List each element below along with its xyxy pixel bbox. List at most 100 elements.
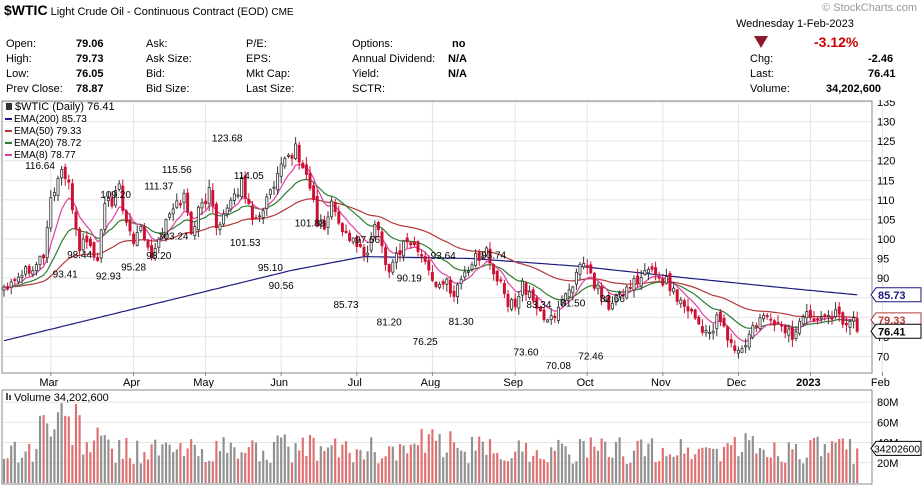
- volume-bar: [643, 456, 646, 483]
- volume-bar: [614, 442, 618, 483]
- volume-bar: [301, 437, 304, 483]
- volume-bar: [438, 434, 441, 483]
- volume-bar: [474, 450, 477, 483]
- candle-body: [384, 247, 388, 266]
- candle-body: [790, 327, 794, 340]
- candle-body: [286, 154, 290, 157]
- volume-bar: [269, 462, 272, 483]
- volume-bar: [236, 458, 240, 483]
- candle-body: [232, 193, 236, 201]
- candle-body: [265, 196, 269, 209]
- open-value: 79.06: [76, 38, 104, 50]
- candle-body: [826, 314, 830, 318]
- volume-bar: [53, 429, 56, 483]
- candle-body: [351, 237, 355, 243]
- volume-bar: [506, 461, 510, 483]
- candle-body: [834, 309, 838, 318]
- volume-bar: [114, 462, 117, 483]
- candle-body: [42, 254, 46, 259]
- volume-bar: [67, 416, 70, 483]
- volume-bar: [557, 439, 560, 483]
- volume-bar: [179, 442, 182, 483]
- volume-bar: [802, 463, 805, 483]
- volume-bar: [150, 444, 153, 483]
- candle-body: [16, 276, 20, 283]
- candle-body: [805, 311, 809, 319]
- sctr-label: SCTR:: [352, 83, 385, 95]
- volume-bar: [442, 457, 445, 483]
- candle-body: [229, 199, 233, 210]
- candle-body: [164, 219, 168, 236]
- volume-bar: [593, 446, 596, 483]
- candle-body: [585, 264, 589, 268]
- watermark: © StockCharts.com: [822, 2, 917, 14]
- candle-body: [438, 284, 442, 288]
- volume-bar: [78, 415, 81, 483]
- volume-bar: [352, 462, 355, 483]
- y-tick-label: 105: [877, 214, 895, 226]
- candle-body: [373, 224, 377, 237]
- candle-body: [808, 309, 812, 319]
- volume-bar: [330, 445, 333, 483]
- candle-body: [729, 339, 733, 344]
- y-tick-label: 135: [877, 100, 895, 109]
- volume-bar: [121, 458, 124, 483]
- candle-body: [441, 281, 445, 285]
- price-annotation: 95.28: [121, 262, 146, 273]
- candle-body: [664, 276, 668, 284]
- volume-bar: [629, 462, 632, 483]
- candle-body: [236, 194, 240, 197]
- price-annotation: 95.10: [258, 263, 283, 274]
- candle-body: [499, 279, 503, 282]
- candle-body: [60, 169, 64, 179]
- volume-bar: [233, 447, 236, 483]
- volume-bar: [791, 449, 794, 483]
- volume-bar: [481, 441, 484, 483]
- price-annotation: 90.56: [269, 281, 294, 292]
- candle-body: [74, 211, 78, 230]
- volume-bar: [218, 450, 222, 483]
- candle-body: [542, 309, 546, 320]
- price-annotation: 93.74: [481, 250, 506, 261]
- volume-bar: [64, 415, 67, 483]
- volume-bar: [391, 446, 394, 483]
- candle-body: [322, 220, 326, 230]
- volume-bar: [290, 462, 294, 483]
- candle-body: [121, 185, 125, 211]
- volume-bar: [316, 460, 319, 483]
- volume-bar: [496, 453, 499, 483]
- volume-y-tick-label: 60M: [877, 417, 898, 429]
- volume-bar: [38, 415, 42, 483]
- volume-bar: [251, 440, 254, 483]
- candle-body: [304, 164, 308, 175]
- volume-bar: [560, 443, 564, 483]
- volume-bar: [280, 437, 283, 483]
- candle-body: [355, 237, 359, 247]
- volume-bar: [377, 463, 380, 483]
- volume-bar: [528, 461, 531, 483]
- volume-bar: [697, 448, 700, 483]
- candle-body: [340, 223, 344, 233]
- volume-bar: [769, 457, 772, 483]
- legend-entry: $WTIC (Daily) 76.41: [15, 101, 115, 113]
- volume-bar: [647, 443, 650, 483]
- candle-body: [276, 173, 280, 191]
- volume-bar: [636, 440, 639, 483]
- candle-body: [114, 190, 118, 206]
- volume-bar: [107, 439, 110, 483]
- price-tag-box: [870, 287, 922, 303]
- volume-bar: [326, 447, 330, 483]
- volume-bar: [838, 438, 841, 483]
- candle-body: [762, 315, 766, 320]
- candle-body: [294, 143, 298, 159]
- last-label: Last:: [750, 68, 774, 80]
- instrument-name: Light Crude Oil - Continuous Contract (E…: [50, 6, 269, 18]
- price-annotation: 82.66: [600, 294, 625, 305]
- candle-body: [726, 326, 730, 341]
- candle-body: [520, 280, 524, 296]
- volume-bar: [726, 443, 729, 483]
- volume-y-tick-label: 80M: [877, 397, 898, 409]
- volume-bar: [380, 458, 384, 483]
- volume-bar: [136, 440, 139, 483]
